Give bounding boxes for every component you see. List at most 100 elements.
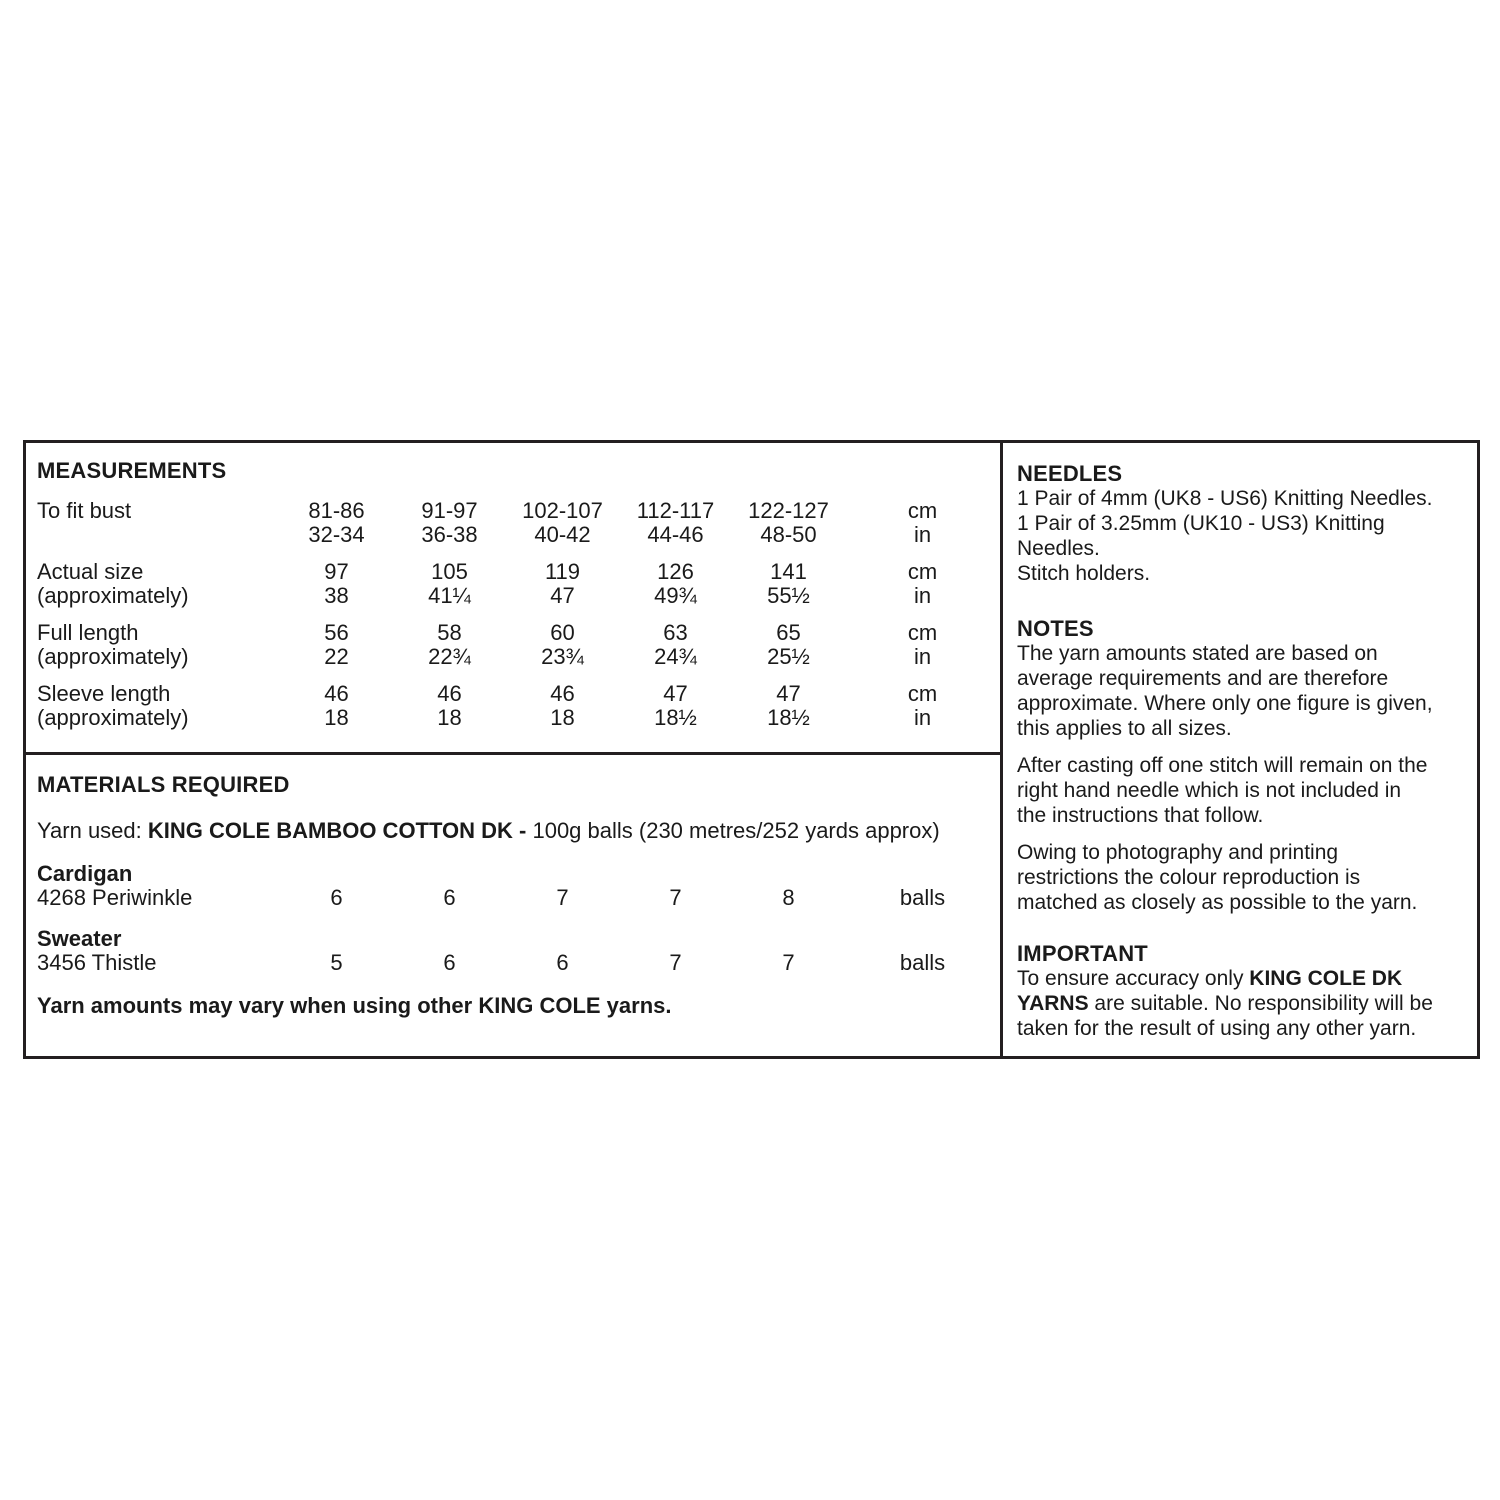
measurement-row-sleeve-length: Sleeve length (approximately) 46 18 46 1… bbox=[26, 682, 1000, 730]
important-line: taken for the result of using any other … bbox=[1017, 1017, 1417, 1040]
size-value-in: 32-34 bbox=[308, 522, 365, 547]
size-value-in: 41¼ bbox=[428, 583, 471, 608]
garment-name: Sweater bbox=[37, 926, 122, 951]
size-5-cell: 65 25½ bbox=[732, 621, 845, 669]
size-value-cm: 112-117 bbox=[636, 498, 715, 523]
unit-cm-label: cm bbox=[907, 620, 938, 645]
size-4-cell: 126 49¾ bbox=[619, 560, 732, 608]
measurement-row-to-fit-bust: To fit bust 81-86 32-34 91-97 36-38 102-… bbox=[26, 499, 1000, 547]
size-5-cell: 122-127 48-50 bbox=[732, 499, 845, 547]
unit-cell: cm in bbox=[845, 499, 1000, 547]
measurements-title: MEASUREMENTS bbox=[37, 458, 227, 483]
ball-quantity: 5 bbox=[330, 950, 343, 975]
size-value-in: 36-38 bbox=[421, 522, 478, 547]
important-line: To ensure accuracy only KING COLE DK bbox=[1017, 967, 1403, 990]
size-value-cm: 46 bbox=[437, 681, 462, 706]
size-value-in: 44-46 bbox=[647, 522, 704, 547]
measurement-label: To fit bust bbox=[37, 498, 132, 523]
balls-unit-label: balls bbox=[899, 950, 946, 975]
size-4-cell: 112-117 44-46 bbox=[619, 499, 732, 547]
size-value-cm: 60 bbox=[550, 620, 575, 645]
size-1-cell: 56 22 bbox=[280, 621, 393, 669]
measurement-sublabel: (approximately) bbox=[37, 644, 189, 669]
measurement-label: Full length bbox=[37, 620, 139, 645]
materials-title: MATERIALS REQUIRED bbox=[37, 772, 290, 797]
measurement-row-full-length: Full length (approximately) 56 22 58 22¾… bbox=[26, 621, 1000, 669]
measurement-sublabel bbox=[37, 523, 280, 547]
measurement-label: Actual size bbox=[37, 559, 144, 584]
yarn-used-line: Yarn used: KING COLE BAMBOO COTTON DK - … bbox=[37, 819, 1000, 843]
ball-quantity: 7 bbox=[782, 950, 795, 975]
unit-in-label: in bbox=[913, 583, 932, 608]
size-value-cm: 58 bbox=[437, 620, 462, 645]
unit-in-label: in bbox=[913, 705, 932, 730]
size-value-in: 18 bbox=[550, 705, 575, 730]
important-title: IMPORTANT bbox=[1017, 941, 1148, 966]
size-3-cell: 102-107 40-42 bbox=[506, 499, 619, 547]
size-value-in: 18 bbox=[324, 705, 349, 730]
size-1-cell: 97 38 bbox=[280, 560, 393, 608]
unit-in-label: in bbox=[913, 522, 932, 547]
size-value-in: 47 bbox=[550, 583, 575, 608]
size-value-in: 40-42 bbox=[534, 522, 591, 547]
size-value-cm: 46 bbox=[324, 681, 349, 706]
size-value-cm: 91-97 bbox=[421, 498, 478, 523]
unit-cell: cm in bbox=[845, 621, 1000, 669]
size-value-in: 22¾ bbox=[428, 644, 471, 669]
yarn-brand: KING COLE BAMBOO COTTON DK - bbox=[147, 818, 527, 843]
size-value-in: 23¾ bbox=[541, 644, 584, 669]
measurement-label-cell: To fit bust bbox=[26, 499, 280, 547]
size-value-cm: 63 bbox=[663, 620, 688, 645]
notes-line: average requirements and are therefore bbox=[1017, 667, 1389, 690]
notes-line: this applies to all sizes. bbox=[1017, 717, 1232, 740]
materials-quantity-row: 3456 Thistle 5 6 6 7 7 balls bbox=[26, 951, 1000, 975]
important-paragraph: To ensure accuracy only KING COLE DK YAR… bbox=[1017, 966, 1477, 1041]
notes-line: Owing to photography and printing bbox=[1017, 841, 1339, 864]
size-1-cell: 46 18 bbox=[280, 682, 393, 730]
yarn-used-suffix: 100g balls (230 metres/252 yards approx) bbox=[526, 818, 940, 843]
unit-cm-label: cm bbox=[907, 498, 938, 523]
size-value-cm: 56 bbox=[324, 620, 349, 645]
measurement-row-actual-size: Actual size (approximately) 97 38 105 41… bbox=[26, 560, 1000, 608]
measurement-label-cell: Sleeve length (approximately) bbox=[26, 682, 280, 730]
size-value-in: 24¾ bbox=[654, 644, 697, 669]
ball-quantity: 7 bbox=[669, 950, 682, 975]
size-value-cm: 97 bbox=[324, 559, 349, 584]
ball-quantity: 8 bbox=[782, 885, 795, 910]
size-value-cm: 81-86 bbox=[308, 498, 365, 523]
notes-paragraph: Owing to photography and printing restri… bbox=[1017, 840, 1477, 915]
ball-quantity: 7 bbox=[556, 885, 569, 910]
measurement-sublabel: (approximately) bbox=[37, 583, 189, 608]
size-value-cm: 46 bbox=[550, 681, 575, 706]
needles-line: Needles. bbox=[1017, 537, 1100, 560]
size-value-cm: 65 bbox=[776, 620, 801, 645]
notes-line: The yarn amounts stated are based on bbox=[1017, 642, 1378, 665]
needles-title: NEEDLES bbox=[1017, 461, 1123, 486]
unit-cm-label: cm bbox=[907, 681, 938, 706]
yarn-variation-note: Yarn amounts may vary when using other K… bbox=[37, 993, 672, 1018]
size-value-cm: 47 bbox=[776, 681, 801, 706]
size-value-cm: 102-107 bbox=[522, 498, 603, 523]
size-value-in: 18 bbox=[437, 705, 462, 730]
unit-cell: cm in bbox=[845, 682, 1000, 730]
brand-emphasis: YARNS bbox=[1017, 992, 1089, 1015]
size-value-cm: 119 bbox=[544, 559, 581, 584]
yarn-used-prefix: Yarn used: bbox=[37, 818, 148, 843]
size-value-in: 25½ bbox=[767, 644, 810, 669]
brand-emphasis: KING COLE DK bbox=[1249, 967, 1403, 990]
materials-item-sweater: Sweater 3456 Thistle 5 6 6 7 7 balls bbox=[26, 927, 1000, 975]
size-value-in: 49¾ bbox=[654, 583, 697, 608]
size-value-in: 18½ bbox=[654, 705, 697, 730]
measurement-sublabel: (approximately) bbox=[37, 705, 189, 730]
materials-quantity-row: 4268 Periwinkle 6 6 7 7 8 balls bbox=[26, 886, 1000, 910]
size-value-in: 55½ bbox=[767, 583, 810, 608]
needles-line: Stitch holders. bbox=[1017, 562, 1151, 585]
size-value-in: 22 bbox=[324, 644, 349, 669]
size-value-cm: 47 bbox=[663, 681, 688, 706]
unit-cell: cm in bbox=[845, 560, 1000, 608]
left-column: MEASUREMENTS To fit bust 81-86 32-34 91-… bbox=[26, 443, 1000, 1056]
size-3-cell: 119 47 bbox=[506, 560, 619, 608]
size-2-cell: 105 41¼ bbox=[393, 560, 506, 608]
important-line: YARNS are suitable. No responsibility wi… bbox=[1017, 992, 1433, 1015]
